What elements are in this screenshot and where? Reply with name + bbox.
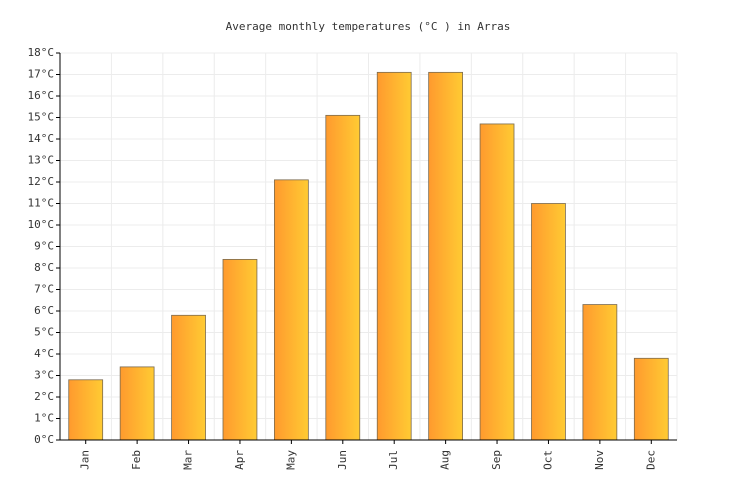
bar [222, 258, 258, 441]
bar [325, 114, 361, 441]
y-tick-label: 2°C [34, 390, 54, 403]
y-tick-label: 4°C [34, 347, 54, 360]
x-tick-label: Oct [541, 450, 554, 470]
y-tick-label: 0°C [34, 433, 54, 446]
y-tick-label: 10°C [28, 218, 55, 231]
y-tick-label: 1°C [34, 412, 54, 425]
x-tick-label: Jun [336, 450, 349, 470]
x-tick-label: Dec [644, 450, 657, 470]
y-tick-label: 5°C [34, 326, 54, 339]
y-tick-label: 7°C [34, 283, 54, 296]
bar [119, 366, 155, 441]
y-tick-label: 3°C [34, 369, 54, 382]
y-tick-label: 11°C [28, 197, 55, 210]
x-tick-label: Sep [490, 450, 503, 470]
bar [68, 379, 104, 441]
bar [274, 179, 309, 441]
y-tick-label: 17°C [28, 68, 55, 81]
bar [479, 123, 515, 441]
y-tick-label: 8°C [34, 261, 54, 274]
x-tick-label: Nov [593, 450, 606, 470]
y-tick-label: 18°C [28, 46, 55, 59]
x-tick-label: May [284, 450, 297, 470]
bar [171, 314, 206, 441]
y-tick-label: 9°C [34, 240, 54, 253]
y-tick-label: 14°C [28, 132, 55, 145]
x-tick-label: Mar [182, 450, 195, 470]
bar [376, 71, 412, 441]
y-tick-label: 16°C [28, 89, 55, 102]
y-tick-label: 13°C [28, 154, 55, 167]
x-tick-label: Apr [233, 450, 246, 470]
bar [633, 357, 669, 441]
x-tick-label: Aug [439, 450, 452, 470]
chart-title: Average monthly temperatures (°C ) in Ar… [226, 20, 511, 33]
x-tick-label: Feb [130, 450, 143, 470]
bar [582, 304, 618, 441]
y-tick-label: 6°C [34, 304, 54, 317]
bar [428, 71, 463, 441]
x-tick-label: Jan [79, 450, 92, 470]
x-tick-label: Jul [387, 450, 400, 470]
y-tick-label: 12°C [28, 175, 55, 188]
y-tick-label: 15°C [28, 111, 55, 124]
bar [531, 203, 566, 441]
